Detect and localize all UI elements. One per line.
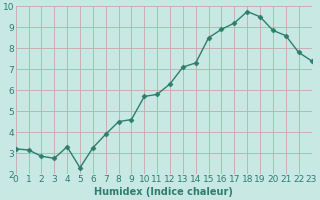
X-axis label: Humidex (Indice chaleur): Humidex (Indice chaleur) xyxy=(94,187,233,197)
